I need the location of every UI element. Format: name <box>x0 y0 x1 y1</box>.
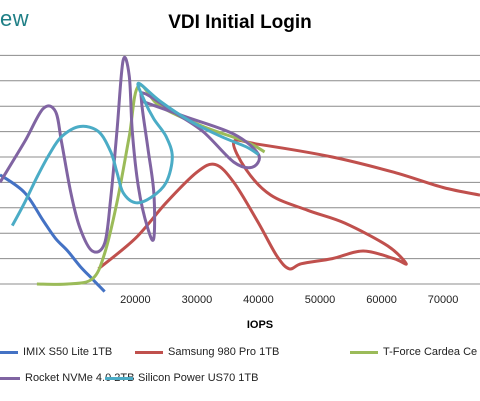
legend-item: Silicon Power US70 1TB <box>105 372 258 384</box>
legend-swatch <box>135 350 163 354</box>
x-tick-label: 40000 <box>243 294 274 306</box>
legend-label: IMIX S50 Lite 1TB <box>23 346 113 358</box>
series-line-5 <box>10 81 260 227</box>
legend-item: T-Force Cardea Ce <box>350 346 477 358</box>
legend-swatch <box>0 376 20 380</box>
legend-label: Samsung 980 Pro 1TB <box>168 346 280 358</box>
legend-item: Samsung 980 Pro 1TB <box>135 346 279 358</box>
legend-swatch <box>350 350 378 354</box>
legend-label: T-Force Cardea Ce <box>383 346 478 358</box>
legend-swatch <box>0 350 18 354</box>
series-line-4 <box>0 55 261 254</box>
legend-label: Silicon Power US70 1TB <box>138 372 259 384</box>
x-tick-label: 20000 <box>120 294 151 306</box>
legend-swatch <box>105 376 133 380</box>
legend-item: IMIX S50 Lite 1TB <box>0 346 112 358</box>
x-axis-title: IOPS <box>247 319 273 331</box>
x-tick-label: 70000 <box>428 294 459 306</box>
legend-label: Rocket NVMe 4.0 2TB <box>25 372 135 384</box>
logo-text: ew <box>0 6 30 31</box>
chart-title: VDI Initial Login <box>168 12 312 33</box>
x-tick-label: 60000 <box>366 294 397 306</box>
x-tick-label: 30000 <box>182 294 213 306</box>
series-line-2 <box>97 138 480 271</box>
legend-item: Rocket NVMe 4.0 2TB <box>0 372 134 384</box>
x-tick-label: 50000 <box>305 294 336 306</box>
series-line-3 <box>36 83 266 286</box>
